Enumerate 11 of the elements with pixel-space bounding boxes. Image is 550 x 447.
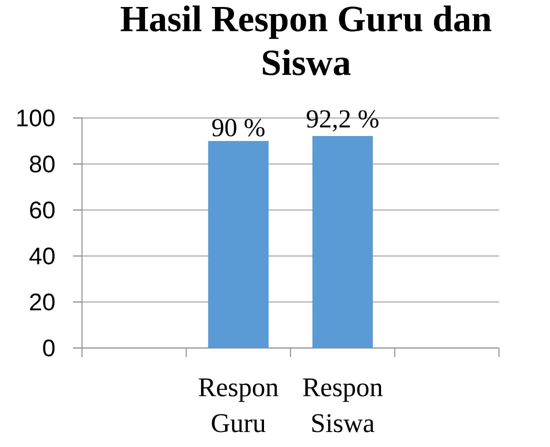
data-label: 92,2 % bbox=[306, 110, 378, 132]
y-tick-label: 40 bbox=[29, 248, 55, 264]
y-tick-label: 0 bbox=[43, 340, 55, 356]
chart-title: Hasil Respon Guru dan Siswa bbox=[120, 6, 492, 76]
data-label: 90 % bbox=[212, 118, 264, 136]
y-tick-label: 20 bbox=[30, 294, 55, 310]
x-tick-label: Respon Guru bbox=[198, 378, 278, 432]
x-tick-label: Respon Siswa bbox=[303, 378, 383, 432]
y-tick-label: 80 bbox=[30, 156, 55, 172]
y-tick-label: 100 bbox=[17, 110, 55, 126]
y-tick-label: 60 bbox=[30, 202, 55, 218]
